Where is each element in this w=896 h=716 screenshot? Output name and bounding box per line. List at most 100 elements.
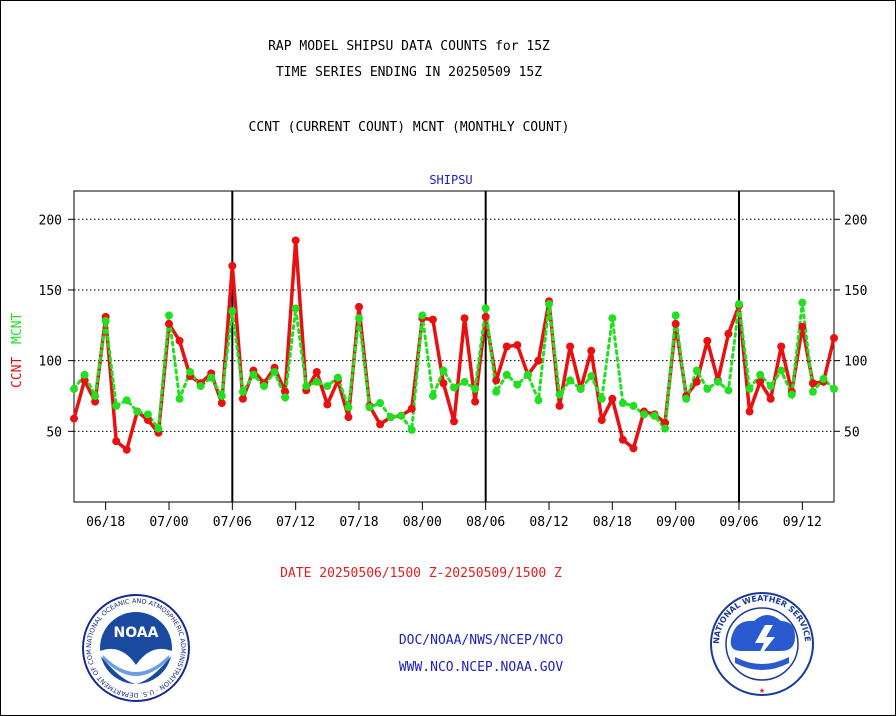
- mcnt-point: [703, 384, 712, 393]
- mcnt-point: [101, 317, 110, 326]
- mcnt-point: [640, 410, 648, 419]
- ccnt-point: [629, 444, 638, 453]
- mcnt-point: [587, 372, 596, 381]
- mcnt-point: [745, 384, 754, 393]
- nws-logo[interactable]: NATIONAL WEATHER SERVICE ★: [709, 591, 815, 697]
- ccnt-point: [80, 376, 89, 385]
- mcnt-point: [312, 377, 321, 386]
- ccnt-point: [703, 336, 712, 345]
- noaa-logo[interactable]: NATIONAL OCEANIC AND ATMOSPHERIC ADMINIS…: [81, 593, 191, 703]
- star-icon: ★: [759, 685, 765, 696]
- y-tick-label-right: 50: [844, 425, 860, 440]
- grid-layer: [74, 191, 834, 502]
- chart-title-line2: TIME SERIES ENDING IN 20250509 15Z: [275, 65, 543, 80]
- x-tick-label: 09/00: [656, 515, 695, 530]
- mcnt-point: [418, 311, 427, 320]
- x-tick-label: 07/06: [213, 515, 252, 530]
- mcnt-point: [661, 424, 670, 433]
- mcnt-point: [196, 382, 205, 391]
- mcnt-point: [333, 373, 342, 382]
- mcnt-point: [450, 383, 458, 392]
- ccnt-point: [238, 394, 247, 403]
- ccnt-point: [407, 404, 416, 413]
- series-layer: [70, 236, 838, 454]
- mcnt-point: [692, 366, 701, 375]
- ccnt-point: [661, 418, 670, 427]
- mcnt-point: [682, 394, 691, 403]
- mcnt-point: [186, 367, 195, 376]
- mcnt-point: [502, 370, 511, 379]
- ccnt-point: [513, 341, 522, 350]
- ccnt-point: [91, 397, 100, 406]
- mcnt-point: [439, 366, 448, 375]
- ccnt-point: [597, 416, 606, 425]
- mcnt-point: [428, 391, 437, 400]
- mcnt-point: [122, 396, 131, 405]
- plot-title: SHIPSU: [429, 173, 473, 187]
- ccnt-point: [492, 376, 501, 385]
- ccnt-point: [175, 336, 184, 345]
- ccnt-point: [608, 394, 617, 403]
- mcnt-point: [545, 300, 553, 309]
- website-link[interactable]: WWW.NCO.NCEP.NOAA.GOV: [398, 660, 564, 675]
- mcnt-point: [175, 394, 184, 403]
- ccnt-point: [312, 367, 321, 376]
- axis-layer: [68, 190, 840, 510]
- mcnt-point: [217, 391, 226, 400]
- ccnt-point: [460, 314, 469, 323]
- mcnt-point: [819, 375, 828, 384]
- ccnt-point: [281, 387, 290, 396]
- mcnt-point: [629, 401, 638, 410]
- mcnt-point: [70, 384, 78, 393]
- y-tick-label-left: 150: [39, 284, 62, 299]
- ccnt-point: [587, 346, 596, 355]
- mcnt-point: [143, 410, 152, 419]
- ccnt-point: [323, 400, 332, 409]
- mcnt-point: [735, 300, 743, 309]
- chart-subtitle: CCNT (CURRENT COUNT) MCNT (MONTHLY COUNT…: [248, 120, 570, 135]
- lightning-icon: [755, 625, 775, 661]
- y-axis-label-ccnt: CCNT: [10, 357, 25, 388]
- mcnt-point: [91, 391, 100, 400]
- mcnt-point: [386, 413, 395, 422]
- mcnt-point: [133, 407, 142, 416]
- label-layer: 50 50 100 100 150 150 200 200 06/18 07/00 07/06 07/…: [10, 213, 867, 530]
- ccnt-point: [165, 319, 173, 328]
- mcnt-point: [471, 384, 480, 393]
- ccnt-point: [70, 414, 78, 423]
- mcnt-point: [460, 377, 469, 386]
- org-path-link[interactable]: DOC/NOAA/NWS/NCEP/NCO: [398, 633, 564, 648]
- mcnt-point: [787, 390, 796, 399]
- ccnt-point: [228, 261, 237, 270]
- mcnt-point: [597, 394, 606, 403]
- mcnt-point: [207, 373, 216, 382]
- mcnt-point: [808, 387, 817, 396]
- ccnt-point: [428, 315, 437, 324]
- mcnt-point: [112, 401, 121, 410]
- y-axis-label-mcnt: MCNT: [10, 313, 25, 344]
- mcnt-point: [830, 384, 838, 393]
- mcnt-point: [344, 403, 353, 412]
- ccnt-point: [217, 399, 226, 408]
- noaa-logo-text: NOAA: [114, 625, 159, 641]
- mcnt-point: [376, 399, 385, 408]
- ccnt-point: [830, 334, 838, 343]
- x-tick-label: 09/06: [719, 515, 758, 530]
- x-tick-label: 08/18: [593, 515, 632, 530]
- ccnt-point: [618, 435, 627, 444]
- ccnt-point: [745, 407, 754, 416]
- ccnt-point: [481, 312, 490, 321]
- y-tick-label-left: 50: [46, 425, 62, 440]
- ccnt-point: [471, 397, 480, 406]
- mcnt-point: [238, 387, 247, 396]
- mcnt-point: [671, 311, 680, 320]
- mcnt-point: [513, 380, 522, 389]
- date-range: DATE 20250506/1500 Z-20250509/1500 Z: [280, 566, 562, 581]
- mcnt-point: [523, 370, 532, 379]
- y-tick-label-left: 100: [39, 355, 62, 370]
- x-tick-label: 06/18: [86, 515, 125, 530]
- ccnt-point: [344, 413, 353, 422]
- ccnt-point: [692, 377, 701, 386]
- ccnt-point: [112, 437, 121, 446]
